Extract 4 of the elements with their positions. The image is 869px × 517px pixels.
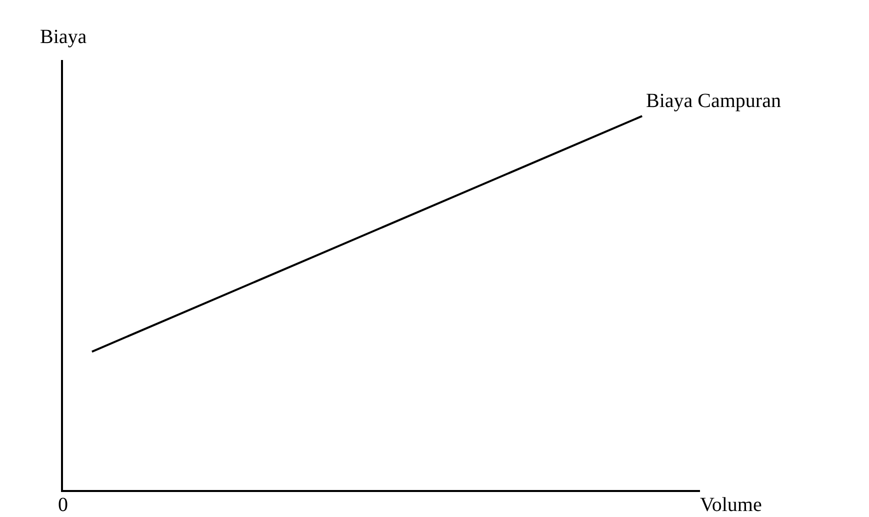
y-axis-title: Biaya — [40, 26, 87, 48]
text: 0 — [58, 494, 68, 516]
x-axis-title: Volume — [700, 494, 762, 516]
series-label: Biaya Campuran — [646, 90, 781, 112]
